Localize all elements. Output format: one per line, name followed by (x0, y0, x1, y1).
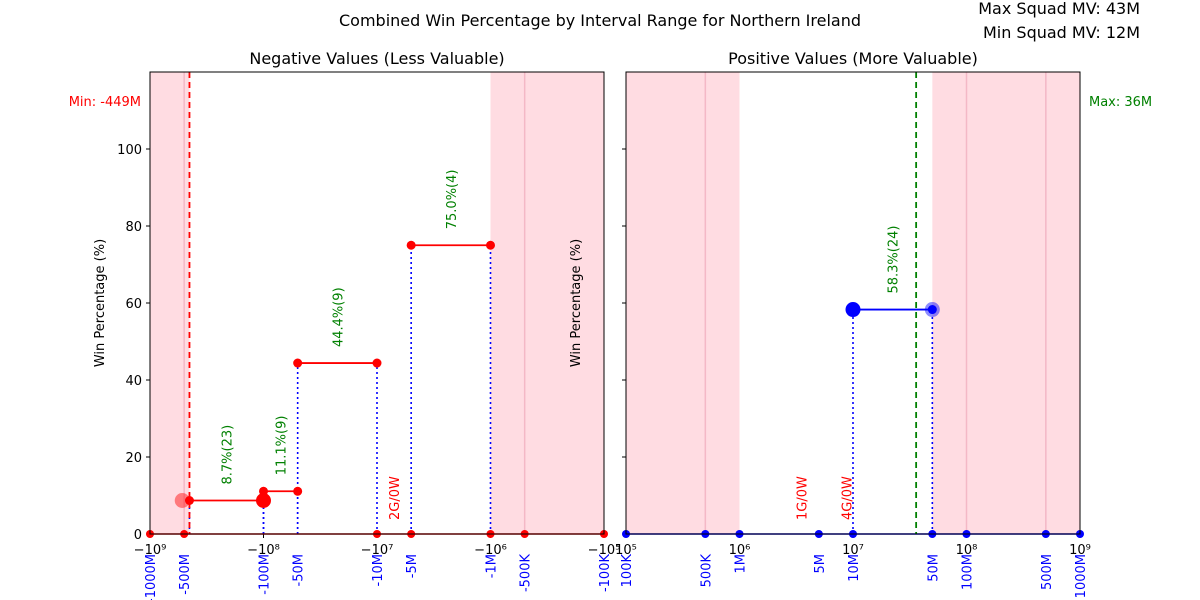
negative-reference-label: Min: -449M (69, 95, 141, 110)
negative-segment-2-label: 44.4%(9) (331, 287, 346, 347)
positive-segment-0-label: 58.3%(24) (887, 226, 902, 294)
negative-segment-0-label: 8.7%(23) (220, 425, 235, 485)
negative-interval-label-1: -500M (178, 554, 193, 595)
positive-interval-label-3: 5M (813, 554, 828, 574)
positive-shaded-range-1 (932, 72, 1080, 534)
positive-no-win-label-1: 4G/0W (841, 476, 856, 520)
negative-x-tick-label-3: −10⁶ (474, 543, 507, 558)
positive-panel-title: Positive Values (More Valuable) (728, 49, 978, 68)
negative-interval-label-8: -100K (598, 554, 613, 593)
positive-interval-label-7: 500M (1040, 554, 1055, 590)
max-squad-mv-label: Max Squad MV: 43M (978, 0, 1140, 18)
negative-values-panel: Negative Values (Less Valuable) 0 20 40 60 80… (69, 49, 621, 600)
negative-y-tick-label-1: 20 (125, 451, 142, 466)
positive-values-panel: Positive Values (More Valuable) Win Perce… (569, 49, 1152, 598)
negative-interval-label-2: -100M (258, 554, 273, 595)
negative-interval-label-3: -50M (292, 554, 307, 586)
positive-interval-label-0: 100K (620, 554, 635, 588)
positive-segment-0-end-point (927, 305, 937, 315)
positive-no-win-label-0: 1G/0W (795, 476, 810, 520)
positive-interval-label-6: 100M (961, 554, 976, 590)
negative-large-marker-0 (256, 493, 271, 509)
positive-interval-label-5: 50M (926, 554, 941, 582)
positive-reference-label: Max: 36M (1089, 95, 1152, 110)
negative-segment-1-end-point (293, 486, 303, 496)
min-squad-mv-label: Min Squad MV: 12M (983, 23, 1140, 42)
negative-segment-0-start-point (184, 496, 194, 506)
negative-segment-3-end-point (486, 240, 495, 250)
positive-y-axis-label: Win Percentage (%) (569, 239, 584, 367)
negative-x-tick-label-4: −10⁵ (588, 543, 621, 558)
negative-x-tick-label-1: −10⁸ (247, 543, 280, 558)
negative-faded-marker-0 (174, 493, 190, 509)
negative-interval-label-7: -500K (519, 554, 534, 593)
negative-y-tick-label-2: 40 (125, 374, 142, 389)
positive-x-tick-label-2: 10⁷ (842, 543, 864, 558)
negative-plot-frame (149, 71, 605, 535)
negative-y-tick-label-5: 100 (117, 143, 142, 158)
negative-y-tick-label-0: 0 (134, 528, 142, 543)
positive-plot-frame (625, 71, 1081, 535)
negative-interval-label-6: -1M (485, 554, 500, 578)
negative-segment-3-start-point (406, 240, 416, 250)
positive-faded-marker-0 (924, 302, 940, 318)
positive-interval-label-1: 500K (699, 554, 714, 588)
negative-segment-1-label: 11.1%(9) (275, 416, 290, 476)
negative-y-axis-label: Win Percentage (%) (93, 239, 108, 367)
negative-segment-2-end-point (372, 358, 382, 368)
positive-shaded-range-0 (626, 72, 740, 534)
positive-interval-label-8: 1000M (1074, 554, 1089, 598)
negative-segment-2-start-point (293, 358, 303, 368)
negative-interval-label-5: -5M (405, 554, 420, 578)
positive-interval-label-2: 1M (734, 554, 749, 574)
positive-x-tick-label-1: 10⁶ (729, 543, 751, 558)
positive-large-marker-0 (845, 302, 861, 318)
negative-interval-label-4: -10M (371, 554, 386, 586)
negative-shaded-range-1 (490, 72, 604, 534)
negative-no-win-label-0: 2G/0W (388, 476, 403, 520)
negative-y-tick-label-4: 80 (125, 220, 142, 235)
negative-shaded-range-0 (150, 72, 190, 534)
negative-panel-title: Negative Values (Less Valuable) (249, 49, 504, 68)
negative-segment-3-label: 75.0%(4) (445, 170, 460, 230)
positive-x-tick-label-0: 10⁵ (615, 543, 637, 558)
negative-x-tick-label-0: −10⁹ (134, 543, 167, 558)
figure-title: Combined Win Percentage by Interval Rang… (339, 11, 861, 30)
positive-interval-label-4: 10M (847, 554, 862, 582)
positive-x-tick-label-3: 10⁸ (956, 543, 978, 558)
negative-x-tick-label-2: −10⁷ (361, 543, 394, 558)
positive-x-tick-label-4: 10⁹ (1069, 543, 1091, 558)
negative-interval-label-0: -1000M (144, 554, 159, 600)
negative-y-tick-label-3: 60 (125, 297, 142, 312)
